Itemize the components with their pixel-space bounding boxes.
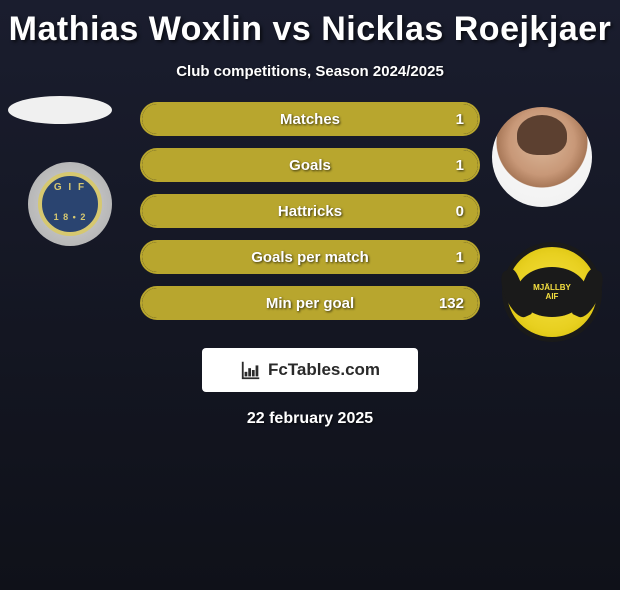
stat-value-right: 132	[439, 288, 464, 318]
comparison-area: MJÄLLBYAIF Matches1Goals1Hattricks0Goals…	[0, 102, 620, 342]
stat-bar: Hattricks0	[140, 194, 480, 228]
chart-icon	[240, 359, 262, 381]
source-badge-text: FcTables.com	[268, 360, 380, 380]
stat-bar: Goals1	[140, 148, 480, 182]
stat-value-right: 0	[456, 196, 464, 226]
date-label: 22 february 2025	[0, 410, 620, 428]
stat-bar: Goals per match1	[140, 240, 480, 274]
club-crest-icon: MJÄLLBYAIF	[517, 267, 587, 317]
stat-value-right: 1	[456, 104, 464, 134]
stat-value-right: 1	[456, 150, 464, 180]
page-title: Mathias Woxlin vs Nicklas Roejkjaer	[0, 10, 620, 49]
stat-bar-label: Hattricks	[142, 196, 478, 226]
stat-bar-label: Goals	[142, 150, 478, 180]
stat-bar: Matches1	[140, 102, 480, 136]
stat-bars: Matches1Goals1Hattricks0Goals per match1…	[140, 102, 480, 332]
club-crest-icon	[38, 172, 102, 236]
source-badge: FcTables.com	[202, 348, 418, 392]
stat-bar-label: Goals per match	[142, 242, 478, 272]
player-right-avatar	[492, 107, 592, 207]
stat-value-right: 1	[456, 242, 464, 272]
stat-bar-label: Matches	[142, 104, 478, 134]
stat-bar-label: Min per goal	[142, 288, 478, 318]
player-right-club-crest: MJÄLLBYAIF	[502, 242, 602, 342]
stat-bar: Min per goal132	[140, 286, 480, 320]
subtitle: Club competitions, Season 2024/2025	[0, 63, 620, 80]
player-left-avatar	[8, 96, 112, 124]
player-left-club-crest	[28, 162, 112, 246]
